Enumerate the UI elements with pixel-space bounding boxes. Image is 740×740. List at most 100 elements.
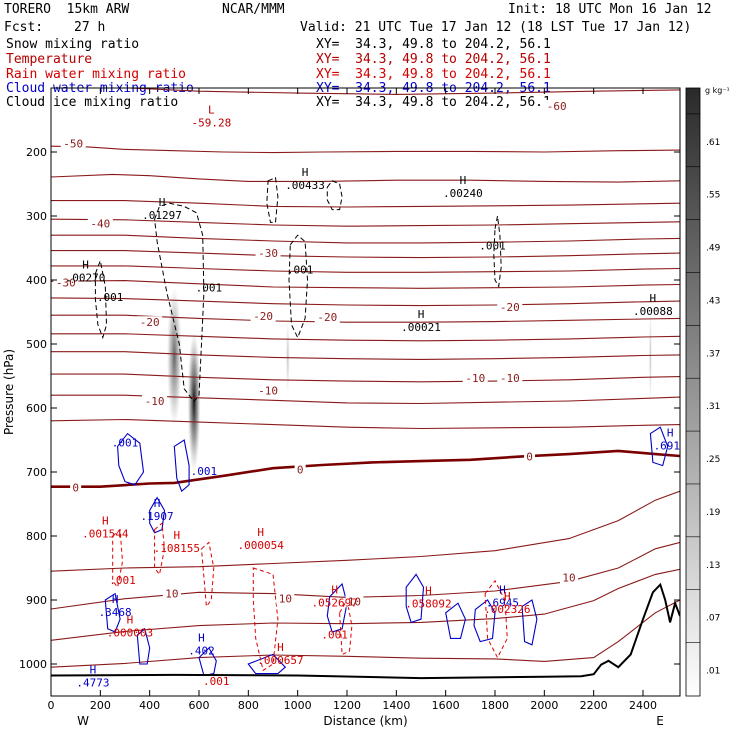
field-xy-snow: XY= 34.3, 49.8 to 204.2, 56.1 — [316, 37, 551, 52]
colorbar-tick-label: .01 — [706, 667, 720, 677]
temperature-contour — [51, 265, 680, 273]
org-label: NCAR/MMM — [222, 2, 285, 17]
extremum-marker: H — [159, 196, 166, 209]
contour-value-label: .001 — [196, 282, 223, 295]
rain-contour — [112, 528, 124, 589]
extremum-value: .4773 — [76, 676, 109, 689]
x-tick-label: 1200 — [333, 699, 361, 712]
x-tick-label: 400 — [139, 699, 160, 712]
temperature-contour — [51, 297, 680, 307]
y-tick-label: 200 — [26, 146, 47, 159]
colorbar-tick-label: .55 — [706, 191, 720, 201]
cloud-water-contour — [117, 432, 145, 486]
y-tick-label: 800 — [26, 530, 47, 543]
extremum-value: .001544 — [82, 527, 129, 540]
terrain-profile — [51, 582, 680, 680]
x-axis-label: Distance (km) — [323, 714, 407, 728]
snow-contour — [493, 215, 502, 288]
label-mask — [255, 247, 281, 260]
field-xy-rain: XY= 34.3, 49.8 to 204.2, 56.1 — [316, 67, 551, 82]
colorbar-tick-label: .61 — [706, 138, 720, 148]
temperature-contour — [51, 373, 680, 383]
contour-labels: -60 -50 -40 -30 -30 -20 -20 -20 -20 -10 -10 -10 -10 0… — [53, 99, 680, 689]
contour-value-label: .001 — [203, 675, 230, 688]
extremum-value: .108155 — [154, 542, 200, 555]
extremum-marker: H — [331, 583, 338, 596]
temperature-label: -30 — [56, 277, 76, 290]
temperature-contour — [51, 218, 680, 227]
temperature-contour — [51, 599, 680, 668]
colorbar-tick-label: .43 — [706, 296, 720, 306]
model-title: TORERO 15km ARW — [4, 2, 130, 17]
endpoint-east: E — [656, 714, 664, 728]
colorbar-tick-label: .31 — [706, 402, 720, 412]
snow-contour — [288, 234, 309, 339]
colorbar-tick-label: .49 — [706, 244, 721, 254]
extremum-value: .00433 — [285, 179, 325, 192]
temperature-label: 0 — [297, 463, 304, 476]
extremum-marker: H — [257, 526, 264, 539]
rain-contours — [112, 522, 508, 672]
snow-contour — [154, 202, 205, 403]
temperature-label: -20 — [253, 310, 273, 323]
colorbar-tick-label: .19 — [706, 508, 721, 518]
extremum-value: .000657 — [257, 654, 303, 667]
extremum-value: .000003 — [107, 626, 153, 639]
forecast-hour: 27 h — [74, 20, 106, 35]
label-mask — [497, 300, 523, 313]
temperature-label: 10 — [348, 595, 361, 608]
label-mask — [255, 384, 281, 397]
label-mask — [70, 481, 82, 494]
label-mask — [345, 595, 364, 608]
y-tick-label: 900 — [26, 594, 47, 607]
rain-contour — [154, 522, 166, 576]
snow-contour — [326, 180, 343, 211]
rain-contour — [252, 567, 279, 672]
field-xy-temperature: XY= 34.3, 49.8 to 204.2, 56.1 — [316, 52, 551, 67]
cloud-water-contour — [104, 592, 121, 633]
temperature-label: -20 — [140, 316, 160, 329]
temperature-contour — [51, 351, 680, 360]
rain-contour — [484, 579, 508, 659]
cloud-water-contour — [136, 627, 151, 665]
x-tick-label: 0 — [48, 699, 55, 712]
temperature-label: -30 — [258, 247, 278, 260]
extremum-marker: H — [650, 292, 657, 305]
y-tick-label: 300 — [26, 210, 47, 223]
plot-frame — [50, 87, 681, 697]
extremum-marker: H — [499, 583, 506, 596]
extremum-marker: H — [277, 641, 284, 654]
contour-value-label: .001 — [109, 574, 136, 587]
label-mask — [560, 571, 578, 584]
cloud-water-contours — [104, 426, 669, 677]
x-tick-label: 2400 — [629, 699, 657, 712]
x-tick-label: 600 — [189, 699, 210, 712]
temperature-contour — [51, 541, 680, 610]
snow-contours — [94, 176, 502, 403]
temperature-label: -20 — [500, 301, 520, 314]
y-tick-label: 1000 — [19, 658, 47, 671]
y-tick-label: 500 — [26, 338, 47, 351]
temperature-label: 10 — [279, 593, 292, 606]
temperature-label: -50 — [63, 138, 83, 151]
extremum-marker: H — [112, 593, 119, 606]
label-mask — [60, 137, 86, 150]
extremum-marker: L — [208, 103, 215, 116]
temperature-contour — [51, 490, 680, 572]
field-xy-cloud-ice: XY= 34.3, 49.8 to 204.2, 56.1 — [316, 95, 551, 110]
contour-value-label: .001 — [287, 264, 314, 277]
extremum-value: .1907 — [141, 510, 174, 523]
extremum-value: .00270 — [66, 271, 106, 284]
temperature-label: -40 — [90, 218, 110, 231]
label-mask — [142, 394, 168, 407]
temperature-contour — [51, 173, 680, 183]
axes: 0 200 400 600 800 1000 1200 1400 1600 1800 2000 220… — [2, 88, 680, 728]
temperature-label: 10 — [562, 572, 575, 585]
extremum-marker: H — [460, 174, 467, 187]
extremum-marker: H — [418, 308, 425, 321]
temperature-contour — [51, 145, 680, 154]
label-mask — [497, 371, 523, 384]
snow-contour — [94, 258, 108, 340]
field-name-rain: Rain water mixing ratio — [6, 67, 187, 82]
extremum-marker: H — [102, 514, 109, 527]
